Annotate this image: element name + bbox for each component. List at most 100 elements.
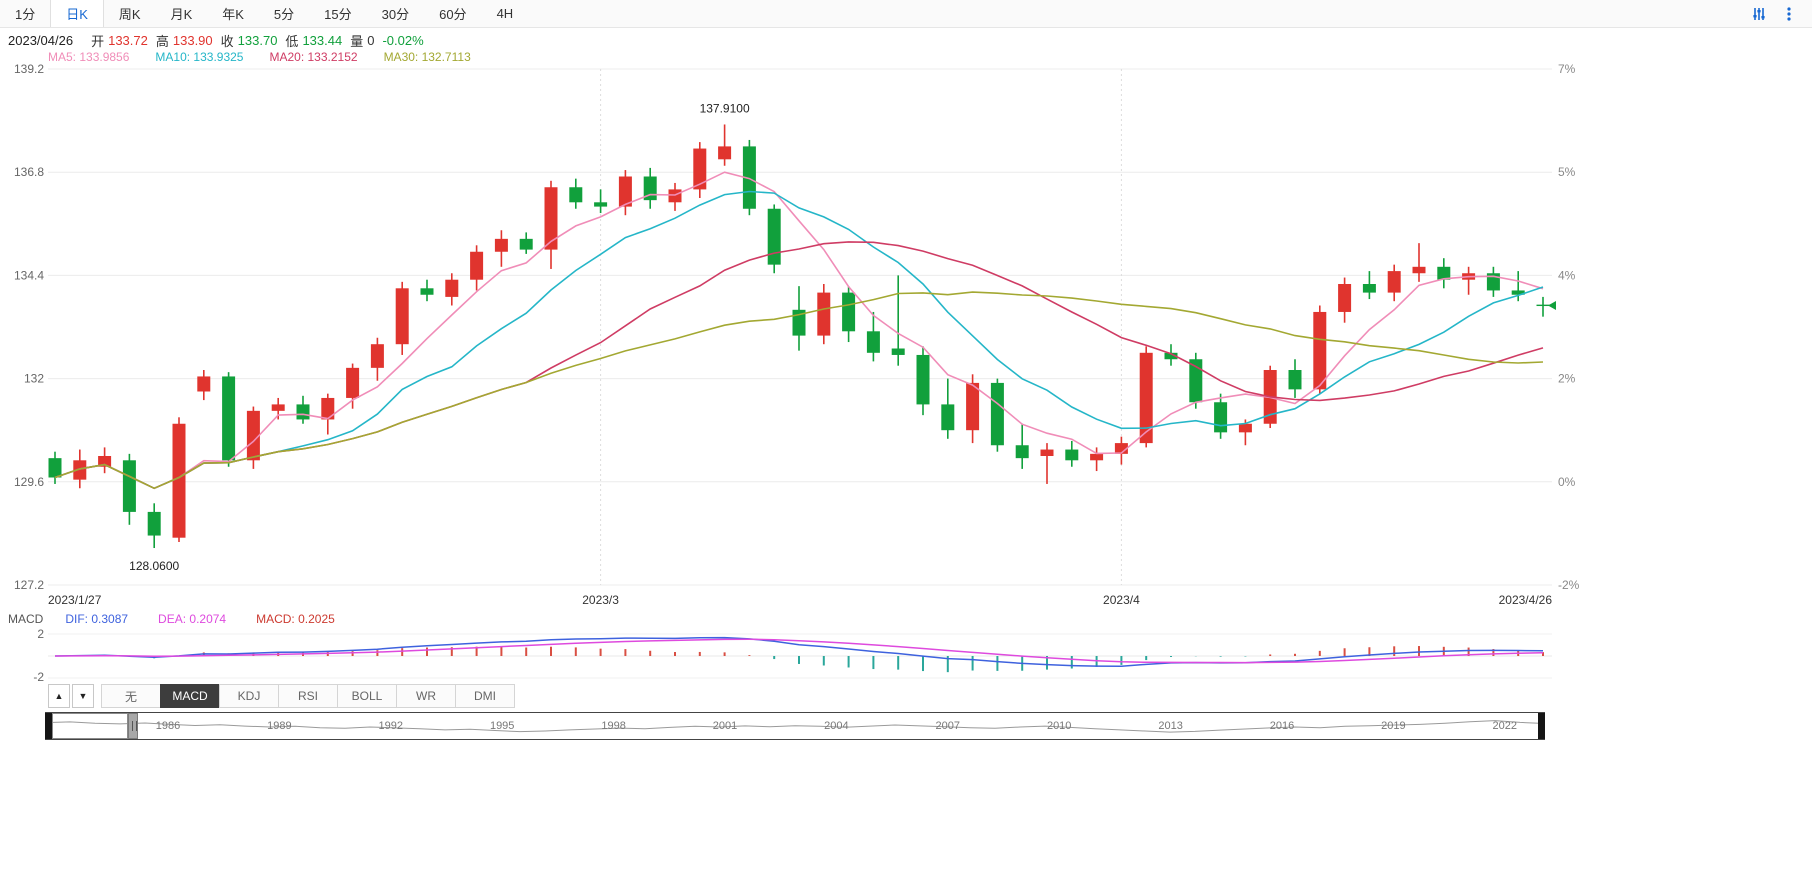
candle: [594, 189, 608, 214]
y-axis-price-label: 134.4: [14, 268, 44, 282]
candle: [891, 275, 905, 366]
low-value: 133.44: [302, 32, 343, 48]
y-axis-percent-label: -2%: [1558, 578, 1580, 592]
candle: [792, 286, 806, 351]
navigator-range-handle[interactable]: [128, 713, 138, 739]
candle: [1412, 243, 1426, 282]
candle: [1387, 264, 1401, 302]
timeframe-tab-月K[interactable]: 月K: [170, 7, 193, 22]
timeframe-tab-60分[interactable]: 60分: [439, 7, 467, 22]
change-percent: -0.02%: [382, 32, 424, 48]
tabbar-icons: [1750, 0, 1812, 27]
navigator-right-edge[interactable]: [1538, 713, 1545, 739]
y-axis-price-label: 132: [24, 372, 44, 386]
indicator-tabs: 无 MACD KDJ RSI BOLL WR DMI: [101, 684, 515, 708]
candle: [1437, 258, 1451, 289]
candle: [1338, 277, 1352, 323]
candle: [618, 170, 632, 216]
candle: [693, 142, 707, 198]
y-axis-percent-label: 5%: [1558, 165, 1576, 179]
timeframe-tab-5分[interactable]: 5分: [273, 7, 295, 22]
high-label: 高: [155, 33, 169, 49]
candle: [668, 182, 682, 211]
y-axis-price-label: 129.6: [14, 475, 44, 489]
timeframe-tab-年K[interactable]: 年K: [222, 7, 244, 22]
candle: [346, 363, 360, 409]
candle: [916, 346, 930, 416]
timeframe-tab-15分[interactable]: 15分: [324, 7, 352, 22]
dif-line: [54, 636, 1544, 667]
indicator-tab-BOLL[interactable]: BOLL: [337, 684, 397, 708]
candle: [1536, 296, 1550, 317]
candle: [1462, 266, 1476, 295]
open-value: 133.72: [108, 32, 148, 48]
candle: [122, 453, 136, 525]
y-axis-percent-label: 7%: [1558, 64, 1576, 76]
macd-axis-bottom-label: -2: [33, 670, 44, 684]
timeframe-tab-4H[interactable]: 4H: [496, 6, 514, 21]
macd-macd-value: MACD: 0.2025: [256, 612, 335, 626]
candle: [1362, 271, 1376, 300]
macd-dea-value: DEA: 0.2074: [158, 612, 227, 626]
ma10-legend: MA10: 133.9325: [155, 50, 244, 64]
macd-title: MACD: [8, 612, 44, 626]
candle: [817, 284, 831, 345]
candle: [1288, 359, 1302, 398]
ma5-line: [54, 171, 1544, 490]
indicator-tab-WR[interactable]: WR: [396, 684, 456, 708]
navigator-sparkline: [45, 720, 1545, 733]
candlestick-chart[interactable]: 139.2 7% 136.8 5% 134.4 4% 132 2% 129.6 0% 127.2 -2…: [0, 64, 1812, 614]
ma30-legend: MA30: 132.7113: [383, 50, 471, 64]
y-axis-percent-label: 2%: [1558, 372, 1576, 386]
timeframe-tabs: 1分 日K 周K 月K 年K 5分 15分 30分 60分 4H: [0, 0, 528, 27]
candle: [222, 372, 236, 467]
candle: [98, 447, 112, 474]
timeframe-tabbar: 1分 日K 周K 月K 年K 5分 15分 30分 60分 4H: [0, 0, 1812, 28]
more-options-icon[interactable]: [1780, 5, 1798, 23]
candle: [147, 503, 161, 549]
indicator-tab-MACD[interactable]: MACD: [160, 684, 220, 708]
history-sparkline: [45, 720, 1545, 733]
timeframe-tab-日K[interactable]: 日K: [50, 0, 104, 27]
close-value: 133.70: [237, 32, 278, 48]
timeframe-tab-30分[interactable]: 30分: [381, 7, 410, 22]
candle: [1164, 344, 1178, 366]
ma-legend: MA5: 133.9856 MA10: 133.9325 MA20: 133.215…: [48, 50, 497, 64]
navigator-window[interactable]: [52, 713, 128, 739]
indicator-tab-KDJ[interactable]: KDJ: [219, 684, 279, 708]
volume-value: 0: [367, 32, 375, 48]
panel-up-button[interactable]: ▲: [48, 684, 70, 708]
candle: [643, 167, 657, 209]
candle: [742, 139, 756, 216]
indicator-bar: ▲ ▼ 无 MACD KDJ RSI BOLL WR DMI: [48, 684, 515, 708]
candle: [519, 232, 533, 254]
high-value: 133.90: [172, 32, 213, 48]
low-label: 低: [285, 33, 299, 49]
candle: [544, 180, 558, 269]
timeframe-tab-周K[interactable]: 周K: [118, 7, 141, 22]
candle: [1090, 447, 1104, 472]
indicator-tab-无[interactable]: 无: [101, 684, 161, 708]
indicator-tab-DMI[interactable]: DMI: [455, 684, 515, 708]
y-axis-percent-label: 4%: [1558, 268, 1576, 282]
panel-down-button[interactable]: ▼: [72, 684, 94, 708]
high-price-annotation: 137.9100: [700, 101, 750, 115]
candle: [197, 370, 211, 401]
candle: [718, 124, 732, 166]
macd-axis-top-label: 2: [37, 628, 44, 641]
ma20-legend: MA20: 133.2152: [269, 50, 358, 64]
candle: [246, 406, 260, 469]
candle: [470, 245, 484, 291]
timeframe-tab-1分[interactable]: 1分: [15, 7, 36, 22]
indicator-tab-RSI[interactable]: RSI: [278, 684, 338, 708]
ma5-legend: MA5: 133.9856: [48, 50, 130, 64]
candle: [941, 378, 955, 439]
candle: [1114, 436, 1128, 465]
y-axis-price-label: 139.2: [14, 64, 44, 76]
navigator-left-edge[interactable]: [45, 713, 52, 739]
macd-chart[interactable]: 2 -2: [0, 628, 1812, 684]
macd-dif-value: DIF: 0.3087: [65, 612, 129, 626]
chart-settings-icon[interactable]: [1750, 5, 1768, 23]
y-axis-price-label: 136.8: [14, 165, 44, 179]
timeline-navigator[interactable]: 1986 1989 1992 1995 1998 2001 2004 2007 2010 2013…: [45, 712, 1545, 740]
